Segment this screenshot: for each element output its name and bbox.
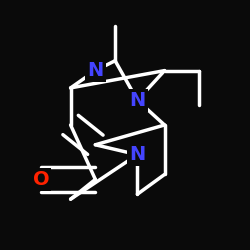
Text: O: O: [33, 170, 49, 189]
Text: N: N: [129, 145, 146, 164]
Text: N: N: [87, 61, 104, 80]
Text: N: N: [129, 91, 146, 110]
